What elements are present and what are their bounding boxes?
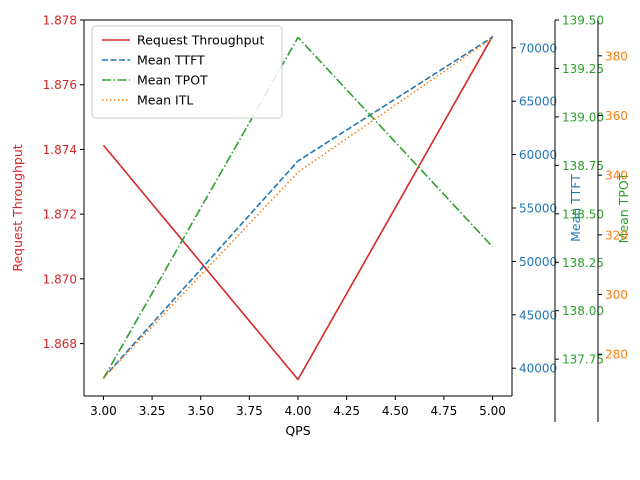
- x-tick-label: 4.50: [382, 404, 409, 418]
- y-tick-label-mean-itl: 360: [605, 109, 628, 123]
- y-tick-label-mean-ttft: 40000: [519, 362, 557, 376]
- y-axis-label-mean-ttft: Mean TTFT: [568, 174, 583, 242]
- y-tick-label-mean-tpot: 139.50: [562, 14, 604, 28]
- y-tick-label-request-throughput: 1.876: [43, 78, 77, 92]
- y-tick-label-mean-ttft: 60000: [519, 148, 557, 162]
- axes-layer: 3.00 3.25 3.50 3.75 4.00 4.25 4.50 4.75 5.00 QPS 1…: [10, 14, 631, 439]
- y-tick-label-mean-tpot: 137.75: [562, 353, 604, 367]
- y-tick-label-request-throughput: 1.868: [43, 337, 77, 351]
- y-tick-label-request-throughput: 1.878: [43, 14, 77, 28]
- y-tick-label-mean-ttft: 45000: [519, 308, 557, 322]
- y-tick-label-mean-tpot: 139.00: [562, 110, 604, 124]
- legend-label-mean-itl: Mean ITL: [137, 93, 193, 108]
- y-tick-label-request-throughput: 1.870: [43, 272, 77, 286]
- x-tick-label: 4.00: [285, 404, 312, 418]
- y-axis-label-mean-tpot: Mean TPOT: [616, 172, 631, 243]
- y-tick-label-mean-itl: 320: [605, 228, 628, 242]
- y-tick-label-mean-tpot: 138.75: [562, 159, 604, 173]
- y-tick-label-mean-ttft: 50000: [519, 255, 557, 269]
- y-tick-label-mean-tpot: 139.25: [562, 62, 604, 76]
- series-lines-layer: [102, 35, 494, 381]
- x-tick-label: 5.00: [479, 404, 506, 418]
- legend-label-request-throughput: Request Throughput: [137, 33, 264, 48]
- x-tick-label: 4.25: [333, 404, 360, 418]
- y-axis-label-request-throughput: Request Throughput: [10, 144, 25, 271]
- y-tick-label-mean-tpot: 138.25: [562, 256, 604, 270]
- y-tick-label-mean-itl: 380: [605, 49, 628, 63]
- legend-label-mean-tpot: Mean TPOT: [137, 73, 208, 88]
- legend-label-mean-ttft: Mean TTFT: [137, 53, 205, 68]
- y-tick-label-mean-tpot: 138.00: [562, 304, 604, 318]
- x-tick-label: 3.75: [236, 404, 263, 418]
- y-tick-label-mean-itl: 280: [605, 348, 628, 362]
- y-tick-label-mean-ttft: 70000: [519, 41, 557, 55]
- x-tick-label: 3.25: [139, 404, 166, 418]
- x-tick-label: 3.50: [187, 404, 214, 418]
- x-tick-label: 4.75: [431, 404, 458, 418]
- x-tick-label: 3.00: [90, 404, 117, 418]
- y-tick-label-mean-ttft: 55000: [519, 202, 557, 216]
- series-line-mean-itl: [102, 37, 494, 379]
- y-tick-label-mean-itl: 340: [605, 169, 628, 183]
- y-tick-label-mean-tpot: 138.50: [562, 207, 604, 221]
- legend-box: [91, 25, 283, 119]
- y-tick-label-request-throughput: 1.872: [43, 208, 77, 222]
- y-tick-label-mean-ttft: 65000: [519, 95, 557, 109]
- y-tick-label-request-throughput: 1.874: [43, 143, 77, 157]
- x-axis-label: QPS: [285, 423, 310, 438]
- legend: Request Throughput Mean TTFT Mean TPOT M…: [91, 25, 283, 119]
- y-tick-label-mean-itl: 300: [605, 288, 628, 302]
